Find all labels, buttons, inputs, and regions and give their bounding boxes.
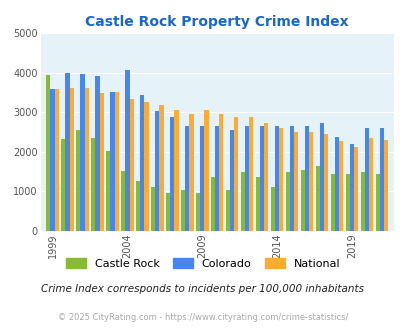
- Title: Castle Rock Property Crime Index: Castle Rock Property Crime Index: [85, 15, 348, 29]
- Bar: [114, 92, 118, 231]
- Bar: [379, 128, 383, 231]
- Bar: [375, 174, 379, 231]
- Bar: [55, 89, 59, 231]
- Bar: [200, 126, 204, 231]
- Bar: [65, 73, 70, 231]
- Bar: [255, 177, 259, 231]
- Bar: [289, 126, 293, 231]
- Bar: [140, 95, 144, 231]
- Text: © 2025 CityRating.com - https://www.cityrating.com/crime-statistics/: © 2025 CityRating.com - https://www.city…: [58, 313, 347, 322]
- Bar: [174, 110, 178, 231]
- Bar: [323, 134, 328, 231]
- Bar: [360, 172, 364, 231]
- Bar: [185, 126, 189, 231]
- Bar: [170, 117, 174, 231]
- Bar: [300, 170, 304, 231]
- Bar: [353, 148, 357, 231]
- Bar: [285, 172, 289, 231]
- Bar: [319, 123, 323, 231]
- Text: Crime Index corresponds to incidents per 100,000 inhabitants: Crime Index corresponds to incidents per…: [41, 284, 364, 294]
- Bar: [264, 123, 268, 231]
- Bar: [196, 193, 200, 231]
- Bar: [121, 171, 125, 231]
- Bar: [240, 172, 245, 231]
- Bar: [84, 88, 89, 231]
- Bar: [76, 130, 80, 231]
- Bar: [125, 70, 129, 231]
- Bar: [189, 114, 193, 231]
- Legend: Castle Rock, Colorado, National: Castle Rock, Colorado, National: [62, 255, 343, 272]
- Bar: [304, 126, 308, 231]
- Bar: [274, 126, 279, 231]
- Bar: [106, 150, 110, 231]
- Bar: [80, 74, 84, 231]
- Bar: [110, 92, 114, 231]
- Bar: [151, 187, 155, 231]
- Bar: [338, 141, 342, 231]
- Bar: [364, 128, 368, 231]
- Bar: [181, 190, 185, 231]
- Bar: [219, 114, 223, 231]
- Bar: [245, 126, 249, 231]
- Bar: [225, 190, 230, 231]
- Bar: [129, 99, 133, 231]
- Bar: [159, 105, 163, 231]
- Bar: [70, 88, 74, 231]
- Bar: [345, 174, 349, 231]
- Bar: [349, 144, 353, 231]
- Bar: [46, 75, 50, 231]
- Bar: [383, 140, 387, 231]
- Bar: [215, 126, 219, 231]
- Bar: [155, 112, 159, 231]
- Bar: [99, 93, 104, 231]
- Bar: [204, 110, 208, 231]
- Bar: [211, 177, 215, 231]
- Bar: [330, 174, 334, 231]
- Bar: [95, 76, 99, 231]
- Bar: [279, 128, 283, 231]
- Bar: [368, 138, 372, 231]
- Bar: [249, 117, 253, 231]
- Bar: [136, 181, 140, 231]
- Bar: [334, 137, 338, 231]
- Bar: [315, 166, 319, 231]
- Bar: [259, 126, 264, 231]
- Bar: [61, 139, 65, 231]
- Bar: [144, 102, 148, 231]
- Bar: [166, 193, 170, 231]
- Bar: [50, 89, 55, 231]
- Bar: [91, 138, 95, 231]
- Bar: [234, 117, 238, 231]
- Bar: [308, 132, 313, 231]
- Bar: [230, 130, 234, 231]
- Bar: [293, 132, 298, 231]
- Bar: [270, 187, 274, 231]
